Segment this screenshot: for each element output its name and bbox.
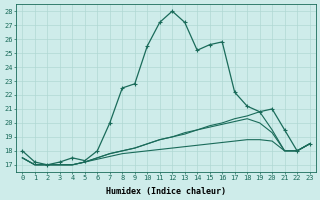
X-axis label: Humidex (Indice chaleur): Humidex (Indice chaleur) — [106, 187, 226, 196]
